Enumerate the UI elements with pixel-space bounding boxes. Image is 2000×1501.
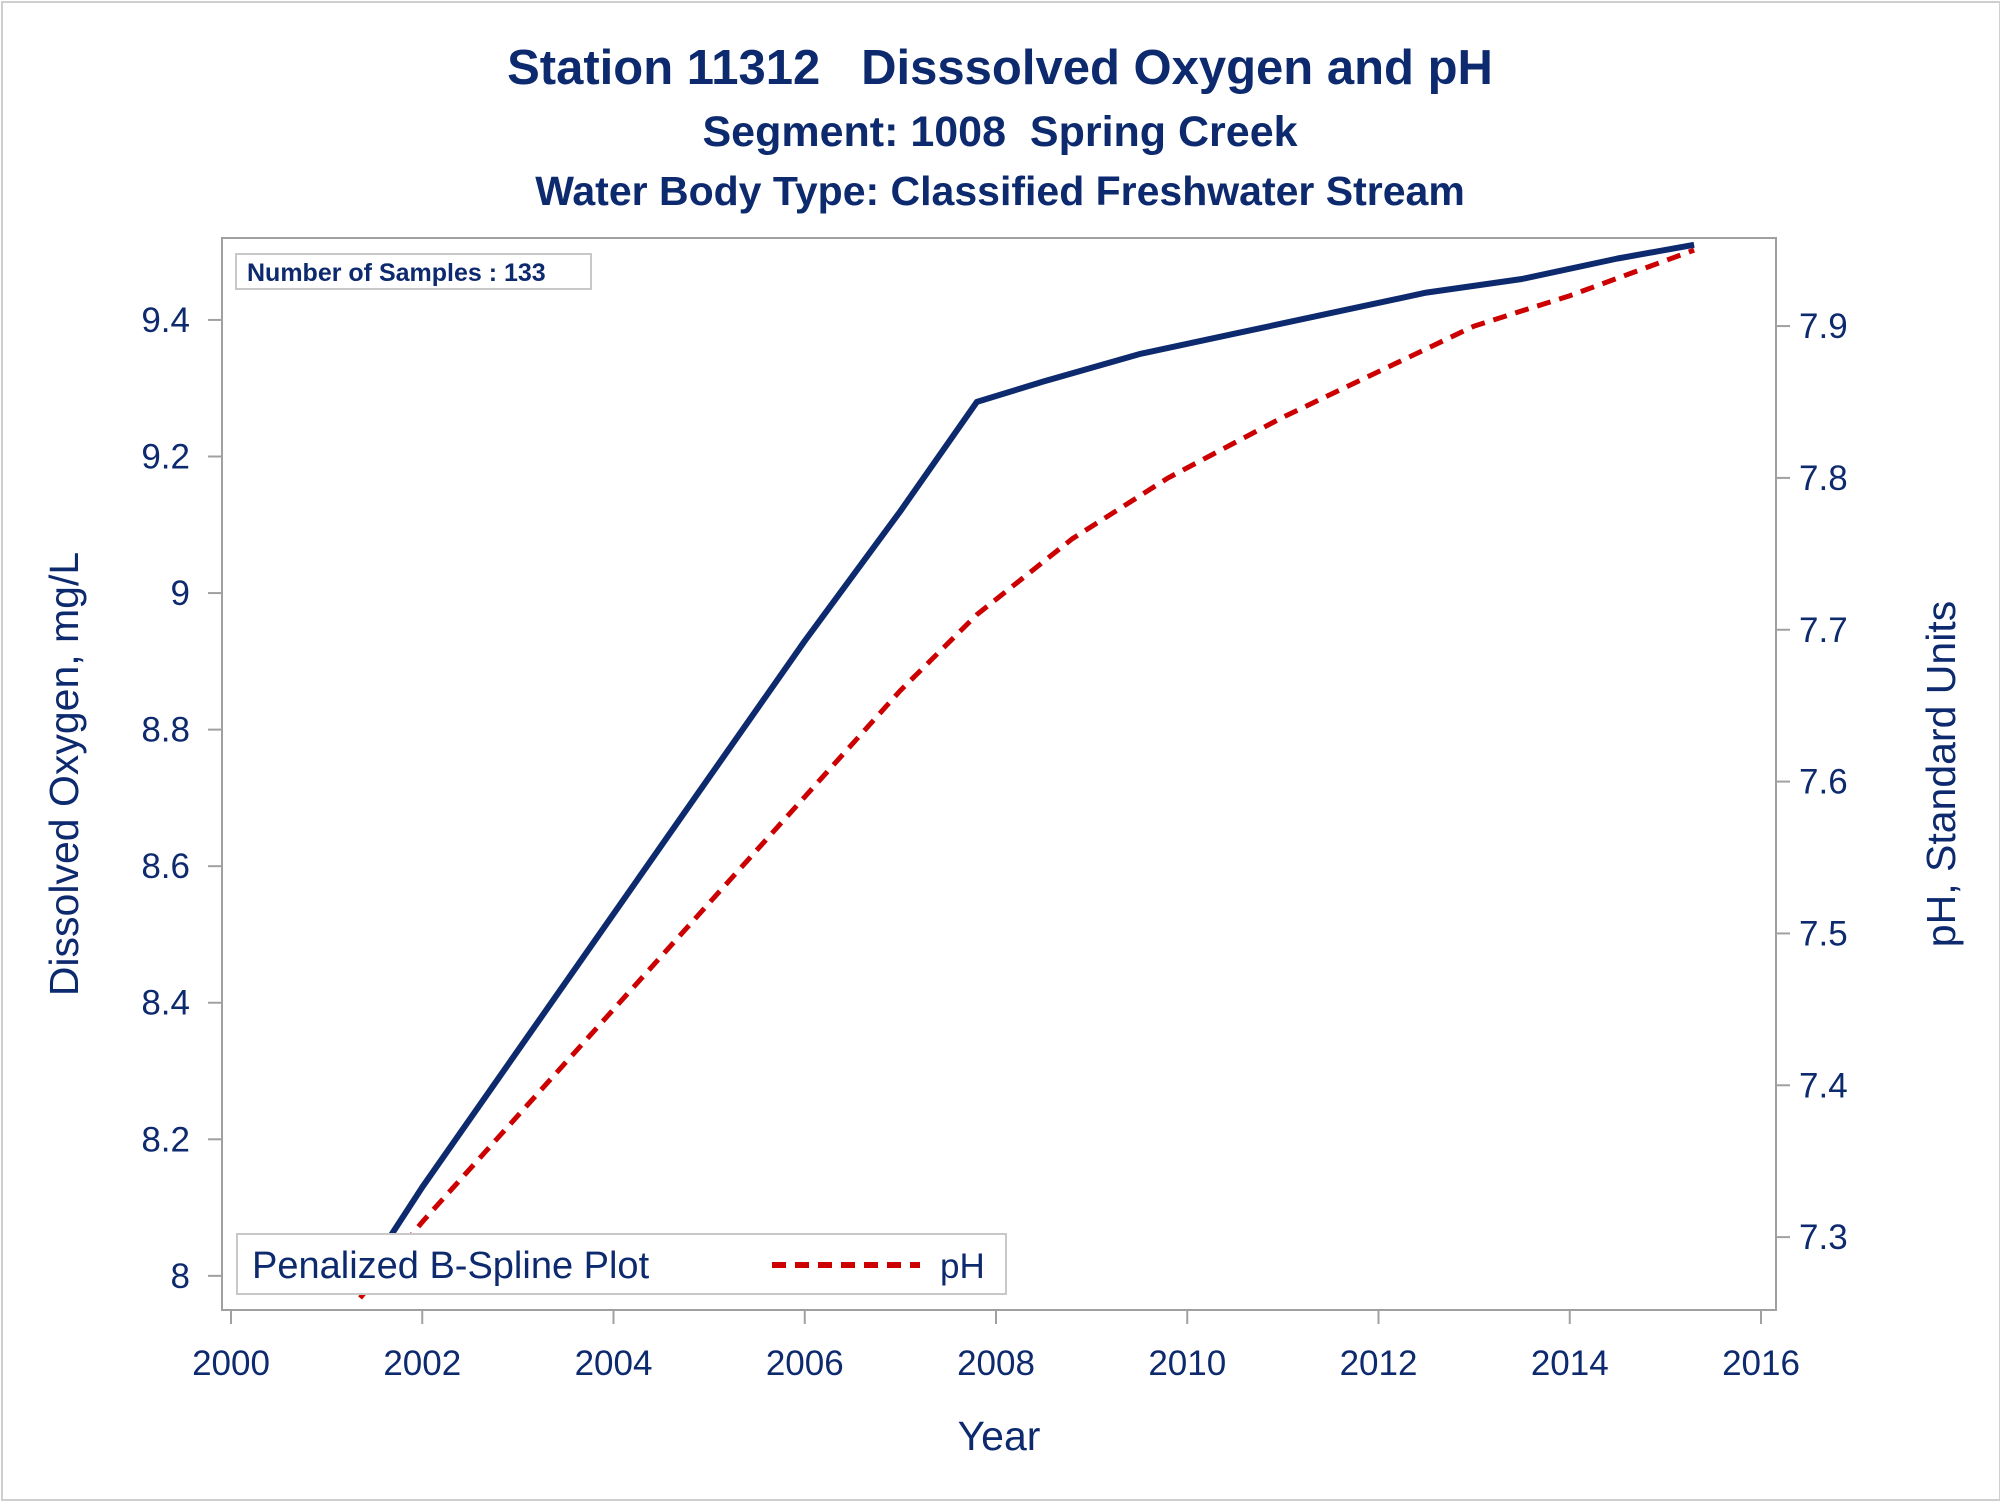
plot-area	[221, 237, 1777, 1311]
y-tick-label: 8.2	[141, 1120, 190, 1159]
y-tick-label: 9	[171, 574, 190, 613]
y2-tick-label: 7.6	[1799, 763, 1848, 802]
chart-title: Station 11312 Disssolved Oxygen and pH	[507, 41, 1493, 95]
series-layer	[357, 241, 1695, 1300]
chart-subtitle-segment: Segment: 1008 Spring Creek	[702, 108, 1298, 156]
y-tick-label: 8	[171, 1257, 190, 1296]
x-axis-title: Year	[958, 1413, 1041, 1459]
x-tick-label: 2012	[1340, 1344, 1418, 1383]
ph-series-line	[358, 247, 1695, 1300]
y-tick-label: 8.6	[141, 847, 190, 886]
chart-subtitle-waterbody: Water Body Type: Classified Freshwater S…	[535, 168, 1465, 214]
y-axis-title: Dissolved Oxygen, mg/L	[41, 552, 87, 996]
y2-tick-label: 7.3	[1799, 1218, 1848, 1257]
x-tick-label: 2014	[1531, 1344, 1609, 1383]
x-tick-label: 2016	[1722, 1344, 1800, 1383]
x-tick-label: 2010	[1148, 1344, 1226, 1383]
legend-ph-label: pH	[940, 1247, 985, 1286]
y2-axis-title: pH, Standard Units	[1918, 601, 1964, 947]
y-axis-left: 8 8.2 8.4 8.6 8.8 9 9.2 9.4	[141, 301, 222, 1296]
sample-count-box	[235, 253, 592, 290]
x-tick-label: 2008	[957, 1344, 1035, 1383]
dissolved-oxygen-series-line	[357, 241, 1695, 1285]
x-tick-label: 2006	[766, 1344, 844, 1383]
y-axis-right: 7.3 7.4 7.5 7.6 7.7 7.8 7.9	[1776, 307, 1848, 1257]
y-tick-label: 8.4	[141, 984, 190, 1023]
y2-tick-label: 7.7	[1799, 611, 1848, 650]
y2-tick-label: 7.5	[1799, 914, 1848, 953]
y-tick-label: 8.8	[141, 711, 190, 750]
sample-count-label: Number of Samples : 133	[247, 259, 546, 287]
x-axis: 2000 2002 2004 2006 2008 2010 2012 2014 2016	[192, 1310, 1800, 1383]
x-tick-label: 2002	[383, 1344, 461, 1383]
y-tick-label: 9.2	[141, 437, 190, 476]
y2-tick-label: 7.4	[1799, 1066, 1848, 1105]
legend-title: Penalized B-Spline Plot	[252, 1245, 650, 1287]
y2-tick-label: 7.9	[1799, 307, 1848, 346]
y2-tick-label: 7.8	[1799, 459, 1848, 498]
x-tick-label: 2000	[192, 1344, 270, 1383]
x-tick-label: 2004	[575, 1344, 653, 1383]
y-tick-label: 9.4	[141, 301, 190, 340]
